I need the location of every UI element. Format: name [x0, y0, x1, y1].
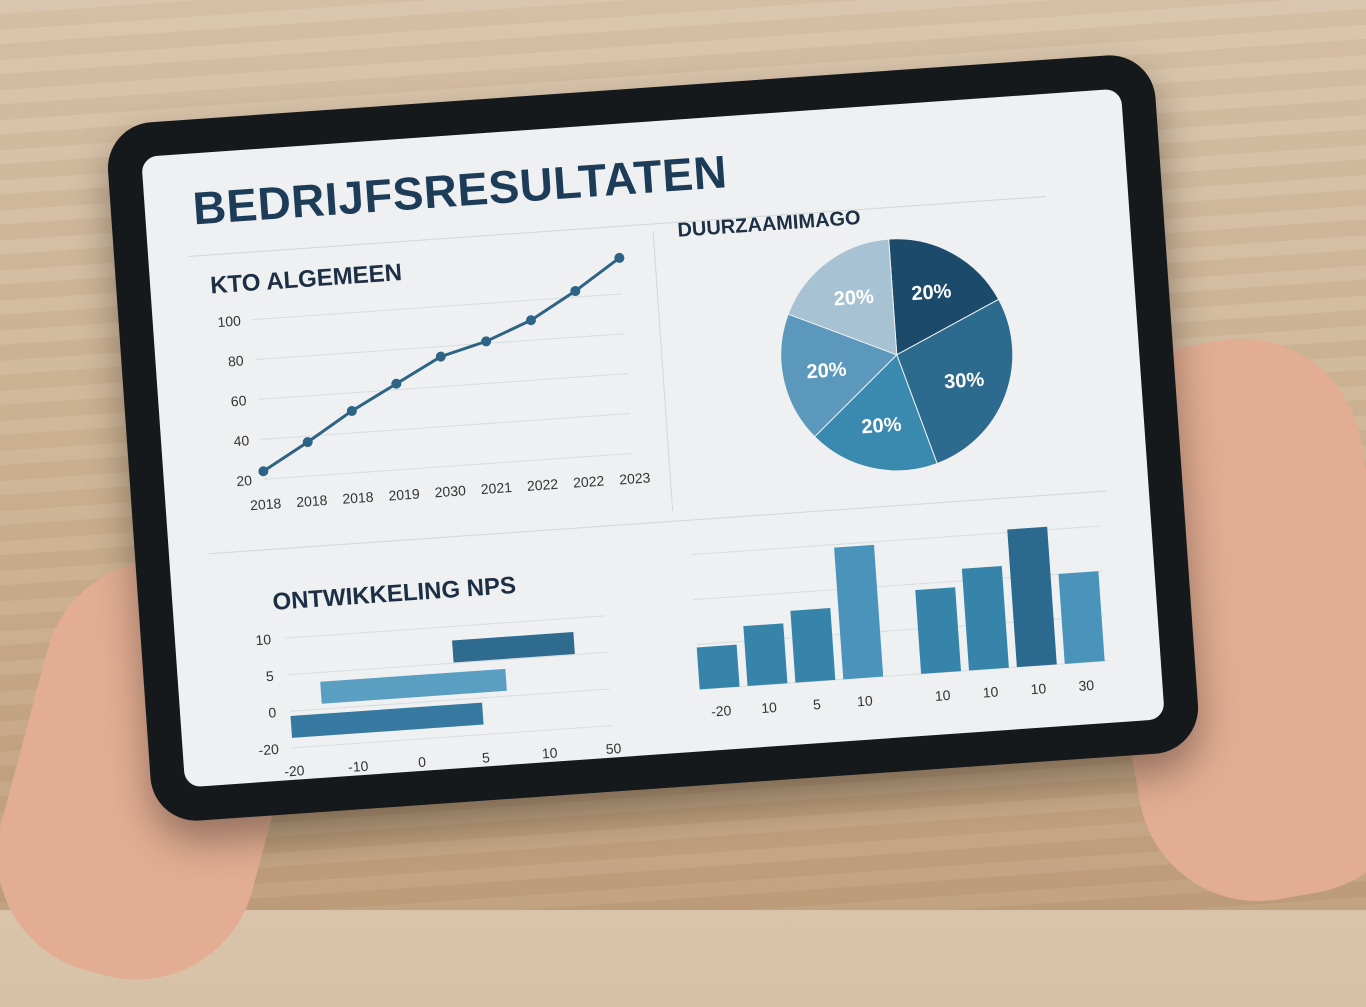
- y-tick-label: 20: [236, 472, 253, 489]
- pie-slice: [896, 298, 1014, 465]
- column-bar: [1058, 571, 1105, 664]
- x-tick-label: -20: [284, 762, 306, 779]
- column-chart: -20 10 5 10 10 10 10 30: [690, 525, 1109, 720]
- column-bar: [961, 565, 1009, 671]
- column-bar: [790, 608, 836, 683]
- data-point: [525, 315, 536, 326]
- x-tick-label: 2018: [342, 489, 374, 507]
- pie-slice: [787, 238, 898, 356]
- nps-chart-title: ONTWIKKELING NPS: [271, 571, 517, 616]
- data-point: [346, 405, 357, 416]
- x-tick-label: 2023: [619, 469, 651, 487]
- x-tick-label: 10: [982, 684, 999, 701]
- column-bar: [834, 544, 884, 680]
- x-tick-label: 10: [761, 699, 778, 716]
- y-tick-label: 5: [265, 668, 274, 685]
- slice-label: 20%: [911, 280, 953, 305]
- x-tick-label: 10: [934, 687, 951, 704]
- slice-label: 20%: [806, 359, 848, 384]
- x-tick-label: 0: [418, 754, 427, 771]
- x-tick-label: 5: [813, 696, 822, 713]
- y-tick-label: 80: [227, 352, 244, 369]
- tablet: BEDRIJFSRESULTATEN KTO ALGEMEEN 20 40 60 80…: [104, 52, 1202, 824]
- x-tick-label: 10: [541, 744, 558, 761]
- gridline: [255, 333, 625, 361]
- page-title: BEDRIJFSRESULTATEN: [191, 145, 729, 235]
- y-tick-label: 0: [268, 704, 277, 721]
- pie-chart-title: DUURZAAMIMAGO: [676, 207, 862, 242]
- gridline: [258, 373, 628, 400]
- y-tick-label: 100: [217, 312, 242, 330]
- nps-bar: [320, 668, 507, 704]
- data-point: [302, 437, 313, 448]
- divider: [652, 231, 674, 511]
- x-tick-label: 2019: [388, 485, 420, 503]
- x-tick-label: -10: [348, 758, 370, 775]
- data-point: [614, 252, 625, 263]
- x-tick-label: 5: [481, 749, 490, 766]
- slice-label: 30%: [943, 369, 985, 394]
- gridline: [261, 413, 631, 440]
- pie-slice: [813, 353, 938, 472]
- slice-label: 20%: [861, 414, 903, 439]
- dashboard-screen: BEDRIJFSRESULTATEN KTO ALGEMEEN 20 40 60 80…: [141, 88, 1165, 788]
- x-tick-label: 2030: [434, 482, 466, 500]
- line-chart-title: KTO ALGEMEEN: [209, 259, 403, 300]
- x-tick-label: 2022: [573, 473, 605, 491]
- y-tick-label: 10: [255, 631, 272, 648]
- gridline: [263, 452, 634, 480]
- x-tick-label: 50: [605, 740, 622, 757]
- y-tick-label: 60: [230, 392, 247, 409]
- slice-label: 20%: [833, 286, 875, 311]
- data-point: [570, 286, 581, 297]
- gridline: [285, 615, 605, 639]
- x-tick-label: 10: [1030, 680, 1047, 697]
- column-bar: [915, 587, 962, 674]
- x-tick-label: 30: [1078, 677, 1095, 694]
- data-point: [481, 336, 492, 347]
- gridline: [292, 725, 612, 749]
- y-tick-label: 40: [233, 432, 250, 449]
- pie-chart: 20% 30% 20% 20% 20%: [780, 238, 1014, 472]
- y-tick-label: -20: [258, 741, 280, 758]
- x-tick-label: 2021: [480, 479, 512, 497]
- pie-slice: [888, 238, 1000, 356]
- gridline: [252, 293, 622, 321]
- x-tick-label: 10: [857, 692, 874, 709]
- x-tick-label: -20: [711, 702, 733, 719]
- line-chart: 20 40 60 80 100 2018 2018 2018 2019 2030 2021 2022 2…: [217, 252, 651, 513]
- pie-slice: [780, 313, 898, 438]
- nps-bar: [290, 702, 484, 738]
- gridline: [287, 651, 607, 676]
- data-point: [258, 466, 269, 477]
- column-bar: [1007, 526, 1057, 668]
- nps-bar: [452, 632, 575, 663]
- column-bar: [696, 644, 740, 690]
- x-tick-label: 2018: [250, 495, 282, 513]
- column-bar: [743, 623, 788, 687]
- data-point: [391, 378, 402, 389]
- data-point: [435, 351, 446, 362]
- x-tick-label: 2022: [526, 476, 558, 494]
- gridline: [290, 688, 610, 712]
- x-tick-label: 2018: [296, 492, 328, 510]
